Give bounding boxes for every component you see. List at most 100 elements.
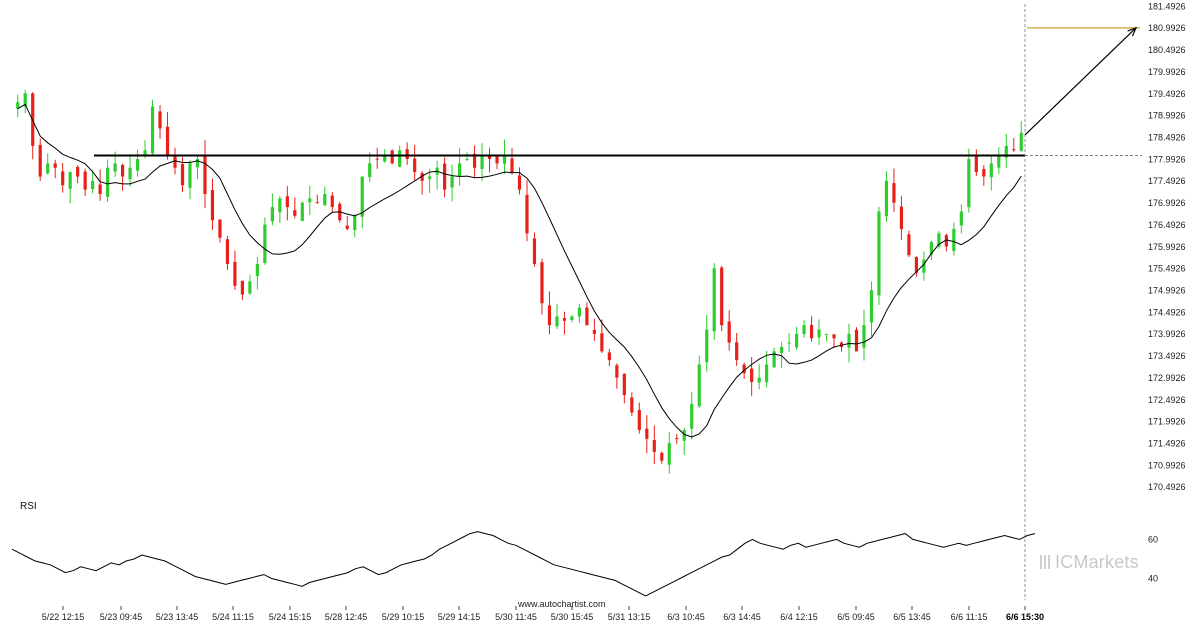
- candle-body: [592, 329, 596, 334]
- candle-body: [877, 211, 881, 296]
- candle-body: [368, 163, 372, 178]
- candle-body: [630, 397, 634, 413]
- rsi-line: [11, 531, 1036, 597]
- price-tick-label: 172.9926: [1148, 373, 1186, 383]
- candle-body: [862, 325, 866, 348]
- candle-body: [794, 333, 799, 348]
- time-tick-label: 5/24 11:15: [212, 612, 254, 622]
- candle-body: [480, 154, 484, 169]
- candle-body: [682, 430, 686, 441]
- candle-body: [270, 207, 274, 222]
- candle-body: [652, 440, 656, 452]
- candle-body: [180, 164, 185, 186]
- candle-body: [135, 159, 140, 171]
- candle-body: [405, 149, 409, 160]
- candle-body: [106, 167, 110, 197]
- candle-body: [510, 158, 514, 173]
- candle-body: [165, 126, 170, 155]
- candle-body: [285, 196, 289, 208]
- candle-body: [854, 329, 859, 352]
- candle-body: [255, 263, 259, 277]
- candle-body: [937, 233, 941, 247]
- candle-body: [83, 171, 87, 190]
- price-tick-label: 177.4926: [1148, 176, 1186, 186]
- candle-body: [757, 377, 761, 383]
- time-tick-label: 6/3 14:45: [723, 612, 761, 622]
- watermark-url: www.autochartist.com: [517, 599, 606, 609]
- candle-body: [585, 307, 589, 326]
- price-tick-label: 179.4926: [1148, 89, 1186, 99]
- candle-body: [869, 290, 874, 323]
- candle-body: [750, 368, 754, 382]
- candle-body: [697, 364, 701, 407]
- candle-body: [555, 316, 559, 327]
- candle-body: [150, 106, 155, 154]
- candle-body: [600, 333, 604, 352]
- candle-body: [562, 318, 567, 321]
- candle-body: [884, 180, 889, 217]
- price-tick-label: 178.4926: [1148, 132, 1186, 142]
- candle-body: [195, 159, 200, 168]
- candle-body: [98, 184, 102, 194]
- candle-body: [495, 156, 499, 164]
- candle-body: [76, 166, 80, 177]
- candle-body: [188, 163, 192, 188]
- price-tick-label: 172.4926: [1148, 395, 1186, 405]
- time-tick-label: 6/3 10:45: [667, 612, 705, 622]
- candle-body: [225, 239, 230, 264]
- time-tick-label: 5/30 11:45: [495, 612, 537, 622]
- candle-body: [645, 428, 649, 439]
- candle-body: [705, 329, 709, 363]
- candle-body: [929, 242, 933, 255]
- candle-body: [465, 159, 469, 161]
- candle-body: [944, 235, 948, 247]
- rsi-tick-label: 60: [1148, 534, 1158, 544]
- candle-body: [375, 158, 379, 160]
- candle-body: [787, 342, 791, 344]
- candle-body: [158, 111, 162, 129]
- candle-body: [525, 194, 529, 234]
- candle-body: [914, 257, 919, 273]
- rsi-tick-label: 40: [1148, 573, 1158, 583]
- candle-body: [353, 215, 357, 231]
- candle-body: [263, 224, 267, 263]
- candle-body: [360, 176, 364, 217]
- price-tick-label: 179.9926: [1148, 67, 1186, 77]
- candle-body: [390, 150, 394, 164]
- candle-body: [607, 352, 611, 361]
- candle-body: [570, 316, 574, 321]
- candle-body: [817, 329, 821, 338]
- price-tick-label: 181.4926: [1148, 1, 1186, 11]
- time-tick-label: 5/24 15:15: [269, 612, 312, 622]
- moving-average-line: [17, 103, 1022, 438]
- candle-body: [847, 333, 851, 348]
- price-tick-label: 173.9926: [1148, 329, 1186, 339]
- candle-body: [173, 155, 177, 168]
- candle-body: [989, 163, 993, 178]
- candle-body: [907, 234, 911, 256]
- candle-body: [952, 228, 956, 251]
- candle-body: [413, 158, 417, 173]
- candle-body: [68, 172, 72, 189]
- candle-body: [330, 195, 334, 208]
- candle-body: [712, 268, 716, 332]
- candle-body: [61, 171, 65, 186]
- price-tick-label: 174.4926: [1148, 307, 1186, 317]
- time-tick-label: 5/22 12:15: [42, 612, 85, 622]
- candle-body: [532, 238, 537, 264]
- candle-body: [502, 154, 507, 164]
- candle-body: [547, 305, 552, 326]
- candle-body: [240, 280, 245, 295]
- price-tick-label: 175.9926: [1148, 242, 1186, 252]
- candle-body: [675, 438, 679, 440]
- time-tick-label: 6/4 12:15: [780, 612, 818, 622]
- candle-body: [143, 150, 147, 157]
- candle-body: [982, 169, 986, 177]
- candle-body: [892, 183, 896, 203]
- candle-body: [233, 261, 237, 286]
- price-tick-label: 175.4926: [1148, 264, 1186, 274]
- forecast-arrow-head: [1127, 26, 1138, 37]
- candle-body: [128, 167, 132, 180]
- candle-body: [383, 154, 387, 162]
